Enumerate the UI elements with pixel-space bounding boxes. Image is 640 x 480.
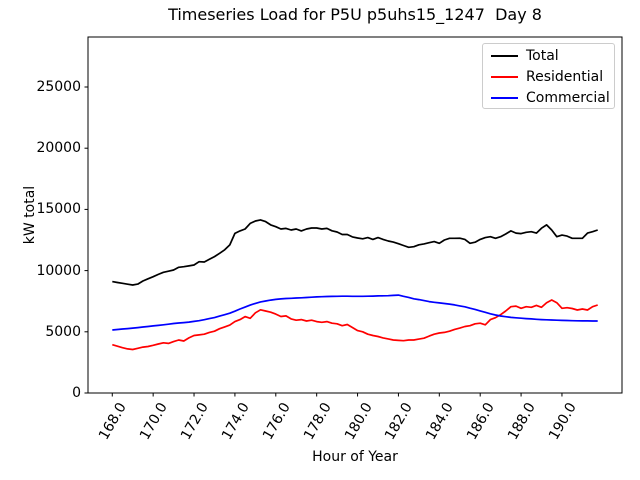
series-line-residential	[112, 299, 598, 351]
legend-entry-total: Total	[483, 45, 614, 66]
y-tick-label: 10000	[36, 262, 81, 279]
residential-line-sample-icon	[491, 75, 518, 78]
x-axis-label: Hour of Year	[312, 449, 398, 465]
legend-label-commercial: Commercial	[526, 89, 610, 106]
legend-entry-commercial: Commercial	[483, 87, 614, 108]
y-tick-label: 15000	[36, 201, 81, 218]
commercial-line-sample-icon	[491, 96, 518, 99]
axes-spines	[87, 36, 623, 394]
legend: Total Residential Commercial	[482, 43, 615, 109]
y-tick-label: 0	[72, 385, 81, 401]
total-line-sample-icon	[491, 54, 518, 57]
y-tick-label: 5000	[45, 323, 81, 340]
chart-title: Timeseries Load for P5U p5uhs15_1247 Day…	[168, 5, 542, 24]
y-tick-label: 20000	[36, 140, 81, 157]
legend-label-total: Total	[526, 47, 559, 64]
y-tick-label: 25000	[36, 79, 81, 95]
series-line-commercial	[112, 294, 598, 331]
legend-entry-residential: Residential	[483, 66, 614, 87]
series-line-total	[112, 219, 598, 286]
legend-label-residential: Residential	[526, 68, 604, 85]
